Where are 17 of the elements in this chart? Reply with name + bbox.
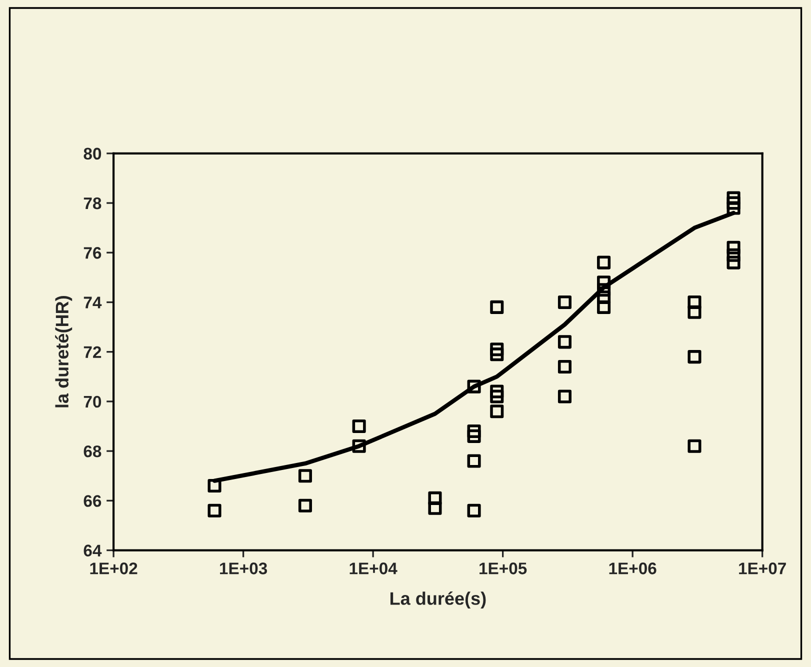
x-tick-label: 1E+07 bbox=[739, 562, 786, 574]
y-tick-label: 74 bbox=[84, 296, 102, 308]
x-tick-label: 1E+04 bbox=[350, 562, 398, 574]
x-tick-label: 1E+02 bbox=[90, 562, 138, 574]
x-tick-label: 1E+06 bbox=[609, 562, 656, 574]
y-axis-title: la dureté(HR) bbox=[55, 296, 72, 408]
y-tick-label: 68 bbox=[84, 445, 102, 458]
y-tick-label: 64 bbox=[84, 544, 102, 556]
x-tick-label: 1E+05 bbox=[480, 562, 527, 574]
y-tick-label: 70 bbox=[84, 396, 102, 408]
y-tick-label: 76 bbox=[84, 247, 102, 259]
y-tick-label: 72 bbox=[84, 346, 102, 358]
y-tick-label: 80 bbox=[84, 148, 102, 160]
y-tick-label: 66 bbox=[84, 495, 102, 507]
y-tick-label: 78 bbox=[84, 197, 102, 210]
x-axis-title: La durée(s) bbox=[390, 592, 486, 608]
x-tick-label: 1E+03 bbox=[220, 562, 268, 574]
